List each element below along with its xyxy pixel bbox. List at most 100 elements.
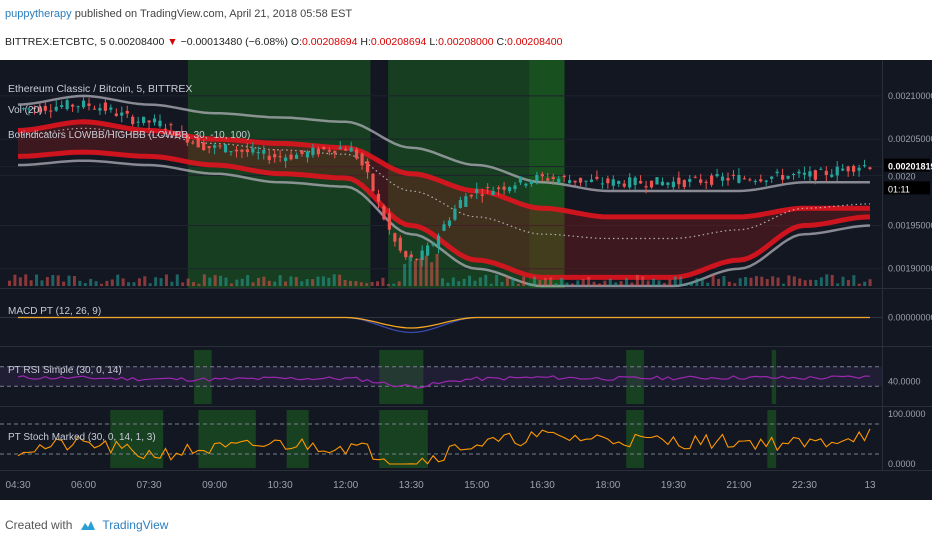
- volume-bar: [278, 275, 282, 286]
- volume-bar: [760, 276, 764, 286]
- volume-bar: [240, 278, 244, 286]
- candle-body: [234, 149, 239, 152]
- volume-bar: [273, 281, 277, 286]
- lower-envelope: [18, 159, 871, 288]
- volume-bar: [717, 278, 721, 286]
- candle-body: [311, 147, 315, 156]
- volume-bar: [597, 283, 601, 286]
- volume-bar: [78, 280, 82, 286]
- publish-info: published on TradingView.com, April 21, …: [71, 8, 353, 20]
- candle-body: [491, 190, 495, 195]
- stoch-zone: [286, 410, 309, 468]
- candle-body: [486, 187, 490, 189]
- open-label: O:: [290, 36, 303, 48]
- price-label-box: [884, 181, 930, 195]
- close-label: C:: [496, 36, 508, 48]
- candle-body: [43, 105, 47, 111]
- volume-bar: [386, 283, 390, 286]
- candle-body: [65, 100, 69, 110]
- stoch-line: [17, 428, 871, 465]
- volume-bar: [668, 279, 672, 286]
- candle-body: [464, 196, 468, 207]
- candle-body: [120, 112, 124, 116]
- candle-body: [720, 176, 725, 181]
- candle-body: [824, 170, 828, 176]
- candle-body: [507, 187, 512, 192]
- candle-body: [420, 250, 424, 260]
- candle-body: [748, 179, 752, 181]
- volume-bar: [56, 275, 60, 286]
- volume-bar: [576, 280, 580, 286]
- volume-bar: [852, 275, 856, 286]
- volume-bar: [825, 274, 829, 286]
- volume-bar: [814, 279, 818, 286]
- volume-bar: [132, 282, 136, 286]
- candle-body: [453, 208, 457, 220]
- volume-bar: [170, 281, 174, 286]
- volume-bar: [446, 282, 450, 286]
- candle-body: [770, 176, 774, 179]
- candle-body: [682, 180, 686, 188]
- rsi-y-tick: 40.0000: [888, 376, 921, 386]
- volume-bar: [262, 276, 266, 286]
- stoch-legend: PT Stoch Marked (30, 0, 14, 1, 3): [8, 432, 156, 443]
- candle-body: [278, 156, 282, 158]
- volume-bar: [706, 282, 710, 286]
- author-link[interactable]: puppytherapy: [5, 8, 72, 20]
- volume-bar: [202, 274, 206, 286]
- candle-body: [169, 124, 173, 126]
- high-value: 0.00208694: [370, 36, 427, 48]
- candle-body: [480, 194, 484, 196]
- candle-body: [862, 165, 867, 167]
- volume-bar: [700, 277, 704, 286]
- candle-body: [114, 113, 118, 116]
- candle-body: [475, 189, 479, 194]
- candle-body: [535, 174, 539, 181]
- volume-bar: [771, 276, 775, 286]
- candle-body: [284, 157, 288, 162]
- candle-body: [857, 167, 861, 171]
- candle-body: [76, 106, 80, 108]
- volume-bar: [89, 278, 93, 286]
- tradingview-brand[interactable]: TradingView: [102, 518, 169, 532]
- volume-bar: [62, 281, 66, 286]
- macd-legend: MACD PT (12, 26, 9): [8, 306, 101, 317]
- volume-bar: [441, 278, 444, 286]
- volume-bar: [143, 276, 147, 286]
- volume-bar: [592, 281, 596, 286]
- volume-bar: [754, 276, 758, 286]
- volume-bar: [105, 280, 109, 286]
- chart-area[interactable]: Ethereum Classic / Bitcoin, 5, BITTREX Vo…: [0, 60, 932, 500]
- volume-bar: [489, 283, 493, 286]
- volume-bar: [13, 274, 17, 286]
- volume-bar: [603, 280, 607, 286]
- volume-bar: [646, 280, 650, 286]
- rsi-zone: [379, 350, 424, 404]
- candle-body: [32, 107, 36, 110]
- volume-bar: [332, 274, 336, 286]
- volume-bar: [251, 282, 255, 286]
- candle-body: [81, 100, 86, 108]
- created-with-text: Created with: [5, 518, 73, 532]
- candle-body: [213, 145, 217, 148]
- y-tick-label: 0.00210000: [888, 91, 932, 101]
- rsi-zone: [194, 350, 212, 404]
- rsi-legend: PT RSI Simple (30, 0, 14): [8, 365, 122, 376]
- volume-bar: [365, 283, 369, 286]
- price-label-box: [884, 158, 930, 172]
- volume-bar: [376, 281, 380, 286]
- volume-bar: [495, 274, 499, 286]
- chart-svg[interactable]: Ethereum Classic / Bitcoin, 5, BITTREX Vo…: [0, 60, 932, 500]
- volume-bar: [565, 282, 569, 286]
- candle-body: [715, 174, 719, 177]
- candle-body: [606, 178, 610, 184]
- volume-bar: [435, 254, 439, 286]
- volume-bar: [830, 274, 834, 286]
- volume-bar: [321, 276, 325, 286]
- volume-bar: [24, 274, 28, 286]
- low-value: 0.00208000: [438, 36, 494, 48]
- candle-body: [742, 178, 746, 180]
- volume-bar: [8, 280, 11, 286]
- volume-bar: [18, 277, 22, 286]
- volume-bar: [94, 281, 98, 286]
